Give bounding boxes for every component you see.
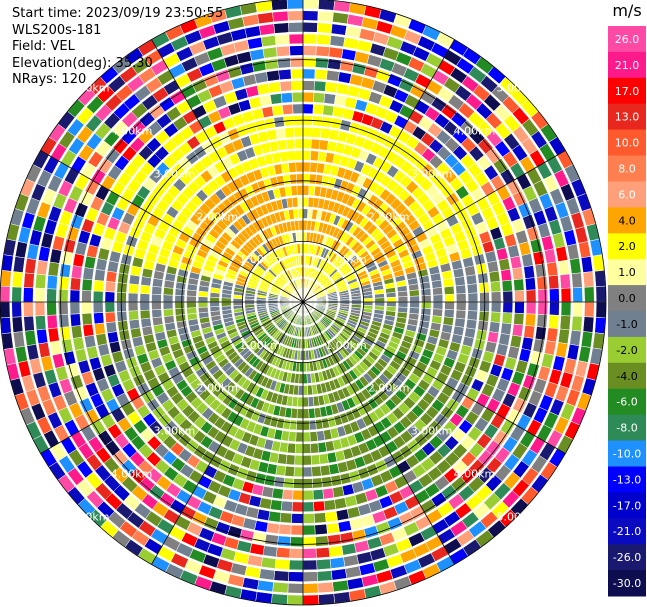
colorbar-tick: -17.0 xyxy=(613,499,641,512)
colorbar-tick: -2.0 xyxy=(616,344,637,357)
colorbar-tick: 10.0 xyxy=(615,137,640,150)
colorbar-tick: 13.0 xyxy=(615,111,640,124)
colorbar-tick: 17.0 xyxy=(615,85,640,98)
colorbar-tick: -10.0 xyxy=(613,448,641,461)
colorbar-tick: 21.0 xyxy=(615,59,640,72)
colorbar-tick: 4.0 xyxy=(618,214,636,227)
colorbar-tick: 8.0 xyxy=(618,163,636,176)
colorbar-tick: -21.0 xyxy=(613,525,641,538)
colorbar-tick: -13.0 xyxy=(613,473,641,486)
colorbar-tick: 0.0 xyxy=(618,292,636,305)
colorbar-tick: 1.0 xyxy=(618,266,636,279)
colorbar-tick: -1.0 xyxy=(616,318,637,331)
colorbar-tick: -6.0 xyxy=(616,396,637,409)
colorbar-tick: -30.0 xyxy=(613,577,641,590)
colorbar-tick: -26.0 xyxy=(613,551,641,564)
colorbar-unit: m/s xyxy=(612,1,641,20)
colorbar-tick: 26.0 xyxy=(615,33,640,46)
colorbar-tick: 2.0 xyxy=(618,240,636,253)
colorbar-tick: 6.0 xyxy=(618,188,636,201)
colorbar-tick: -4.0 xyxy=(616,370,637,383)
colorbar-tick: -8.0 xyxy=(616,422,637,435)
